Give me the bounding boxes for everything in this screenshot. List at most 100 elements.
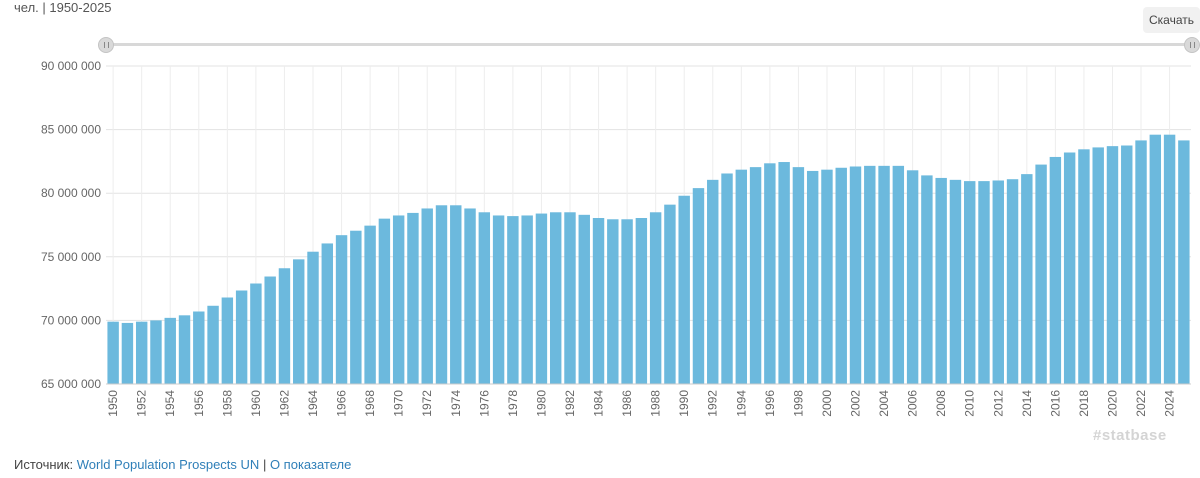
bar-1962[interactable] bbox=[278, 268, 291, 384]
range-slider-track[interactable] bbox=[105, 43, 1192, 46]
bar-2009[interactable] bbox=[949, 179, 962, 384]
bar-1954[interactable] bbox=[164, 317, 176, 384]
x-tick-label: 1962 bbox=[277, 390, 291, 417]
source-link[interactable]: World Population Prospects UN bbox=[76, 457, 260, 472]
bar-1982[interactable] bbox=[564, 212, 576, 384]
bar-1960[interactable] bbox=[250, 283, 262, 384]
bar-1999[interactable] bbox=[806, 170, 819, 384]
bar-1967[interactable] bbox=[350, 230, 362, 384]
bar-1977[interactable] bbox=[492, 215, 505, 384]
bar-2011[interactable] bbox=[978, 181, 990, 384]
bar-2007[interactable] bbox=[921, 175, 933, 384]
bar-2024[interactable] bbox=[1163, 134, 1176, 384]
bar-2021[interactable] bbox=[1121, 145, 1133, 385]
x-tick-label: 1964 bbox=[306, 390, 320, 417]
bar-2002[interactable] bbox=[849, 166, 862, 384]
bar-2001[interactable] bbox=[835, 167, 847, 384]
bar-2025[interactable] bbox=[1178, 140, 1190, 384]
x-tick-label: 2024 bbox=[1163, 390, 1177, 417]
bar-1993[interactable] bbox=[721, 173, 733, 384]
bar-1987[interactable] bbox=[635, 218, 648, 384]
x-tick-label: 1990 bbox=[677, 390, 691, 417]
bar-2016[interactable] bbox=[1049, 156, 1062, 384]
bar-1995[interactable] bbox=[749, 167, 762, 384]
bar-1958[interactable] bbox=[221, 297, 234, 384]
range-slider-left-handle[interactable] bbox=[98, 37, 114, 53]
bar-2023[interactable] bbox=[1149, 134, 1162, 384]
bar-1974[interactable] bbox=[450, 205, 462, 384]
x-tick-label: 2022 bbox=[1134, 390, 1148, 417]
bar-1976[interactable] bbox=[478, 212, 491, 384]
bar-1997[interactable] bbox=[778, 162, 790, 384]
x-tick-label: 1992 bbox=[706, 390, 720, 417]
bar-2003[interactable] bbox=[864, 165, 876, 384]
x-tick-label: 2002 bbox=[849, 390, 863, 417]
about-indicator-link[interactable]: О показателе bbox=[269, 457, 352, 472]
x-tick-label: 2000 bbox=[820, 390, 834, 417]
bar-2018[interactable] bbox=[1078, 149, 1090, 384]
bar-2004[interactable] bbox=[878, 165, 890, 384]
x-tick-label: 1950 bbox=[106, 390, 120, 417]
bar-1985[interactable] bbox=[607, 219, 619, 384]
bar-2019[interactable] bbox=[1092, 147, 1104, 384]
bar-1973[interactable] bbox=[435, 205, 448, 384]
bar-1981[interactable] bbox=[549, 212, 562, 384]
bar-1975[interactable] bbox=[464, 208, 476, 384]
bar-1979[interactable] bbox=[521, 215, 533, 384]
bar-2013[interactable] bbox=[1006, 179, 1019, 384]
download-button[interactable]: Скачать bbox=[1143, 7, 1200, 33]
bar-1970[interactable] bbox=[392, 215, 405, 384]
bar-1951[interactable] bbox=[121, 322, 134, 384]
bar-2014[interactable] bbox=[1021, 174, 1033, 384]
bar-1989[interactable] bbox=[664, 204, 676, 384]
bar-1991[interactable] bbox=[692, 188, 705, 384]
bar-1978[interactable] bbox=[507, 216, 519, 384]
bar-1957[interactable] bbox=[207, 305, 219, 384]
bar-2010[interactable] bbox=[964, 181, 976, 384]
bar-1968[interactable] bbox=[364, 225, 376, 384]
bar-1963[interactable] bbox=[293, 259, 305, 384]
bar-1969[interactable] bbox=[378, 218, 391, 384]
bar-1971[interactable] bbox=[407, 212, 419, 384]
x-tick-label: 1988 bbox=[649, 390, 663, 417]
x-tick-label: 1994 bbox=[734, 390, 748, 417]
x-tick-label: 1952 bbox=[135, 390, 149, 417]
bar-1956[interactable] bbox=[193, 311, 205, 384]
bar-2005[interactable] bbox=[892, 165, 905, 384]
bar-1992[interactable] bbox=[707, 179, 719, 384]
bar-1966[interactable] bbox=[335, 235, 348, 384]
x-tick-label: 1956 bbox=[192, 390, 206, 417]
bar-1998[interactable] bbox=[792, 167, 805, 384]
bar-2015[interactable] bbox=[1035, 164, 1047, 384]
bar-1984[interactable] bbox=[592, 218, 605, 384]
bar-1994[interactable] bbox=[735, 169, 748, 384]
bar-1955[interactable] bbox=[178, 315, 191, 384]
bar-2012[interactable] bbox=[992, 180, 1004, 384]
bar-1980[interactable] bbox=[535, 213, 548, 384]
bar-1996[interactable] bbox=[764, 163, 776, 384]
bar-2008[interactable] bbox=[935, 177, 947, 384]
bar-1961[interactable] bbox=[264, 276, 276, 384]
bar-2006[interactable] bbox=[906, 170, 919, 384]
bar-2022[interactable] bbox=[1135, 140, 1147, 384]
bar-1952[interactable] bbox=[135, 321, 148, 384]
bar-1964[interactable] bbox=[307, 251, 319, 384]
bar-2000[interactable] bbox=[821, 169, 833, 384]
x-tick-label: 1980 bbox=[534, 390, 548, 417]
bar-1965[interactable] bbox=[321, 243, 333, 384]
bar-1988[interactable] bbox=[649, 212, 662, 384]
x-tick-label: 1976 bbox=[477, 390, 491, 417]
bar-1972[interactable] bbox=[421, 208, 433, 384]
bar-1990[interactable] bbox=[678, 195, 690, 384]
bar-1950[interactable] bbox=[107, 321, 119, 384]
x-tick-label: 2008 bbox=[934, 390, 948, 417]
bar-1986[interactable] bbox=[621, 219, 633, 384]
x-tick-label: 1974 bbox=[449, 390, 463, 417]
bar-1953[interactable] bbox=[150, 320, 162, 384]
bar-1983[interactable] bbox=[578, 214, 590, 384]
bar-1959[interactable] bbox=[235, 290, 248, 384]
bar-2020[interactable] bbox=[1106, 146, 1119, 384]
x-tick-label: 2016 bbox=[1048, 390, 1062, 417]
x-tick-label: 1966 bbox=[335, 390, 349, 417]
bar-2017[interactable] bbox=[1063, 152, 1076, 384]
